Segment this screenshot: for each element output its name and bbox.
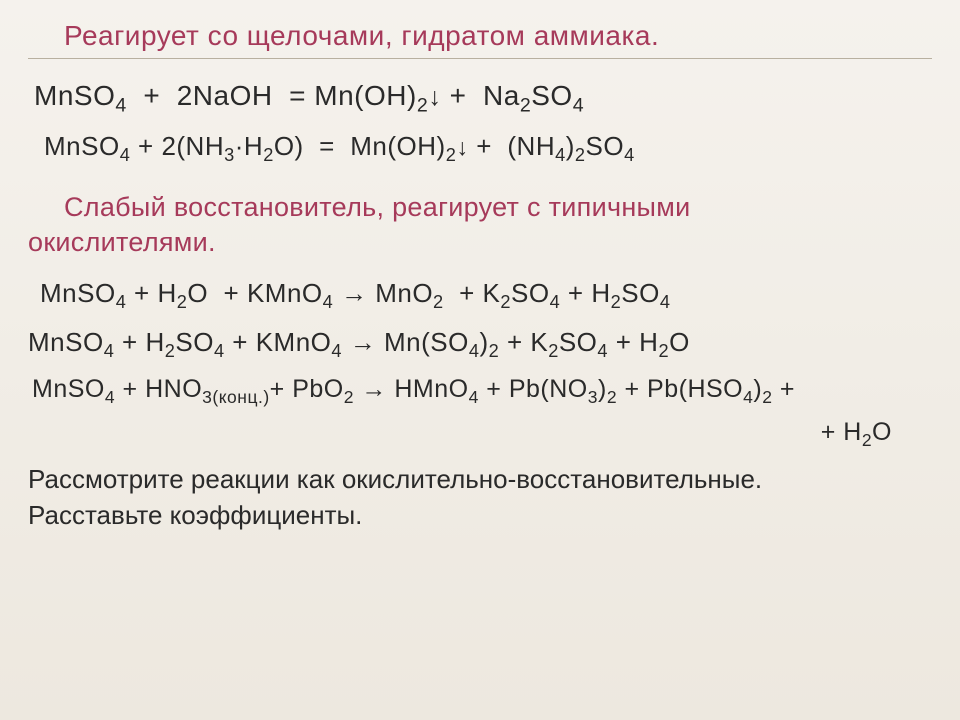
section-title-1: Реагирует со щелочами, гидратом аммиака. xyxy=(64,20,932,52)
note-line-2: Расставьте коэффициенты. xyxy=(28,499,932,533)
subtitle-line-2: окислителями. xyxy=(28,227,216,257)
equation-5-line-2: + H2O xyxy=(28,416,932,453)
equation-2: MnSO4 + 2(NH3·H2O) = Mn(OH)2↓ + (NH4)2SO… xyxy=(44,129,932,168)
slide-content: Реагирует со щелочами, гидратом аммиака.… xyxy=(0,0,960,720)
divider xyxy=(28,58,932,59)
equation-3: MnSO4 + H2O + KMnO4 → MnO2 + K2SO4 + H2S… xyxy=(40,276,932,315)
note-line-1: Рассмотрите реакции как окислительно-вос… xyxy=(28,463,932,497)
subtitle-line-1: Слабый восстановитель, реагирует с типич… xyxy=(64,192,690,222)
section-title-2: Слабый восстановитель, реагирует с типич… xyxy=(28,190,932,260)
equation-5-line-1: MnSO4 + HNO3(конц.)+ PbO2 → HMnO4 + Pb(N… xyxy=(32,373,932,410)
equation-1: MnSO4 + 2NaOH = Mn(OH)2↓ + Na2SO4 xyxy=(34,77,932,119)
equation-4: MnSO4 + H2SO4 + KMnO4 → Mn(SO4)2 + K2SO4… xyxy=(28,325,932,364)
